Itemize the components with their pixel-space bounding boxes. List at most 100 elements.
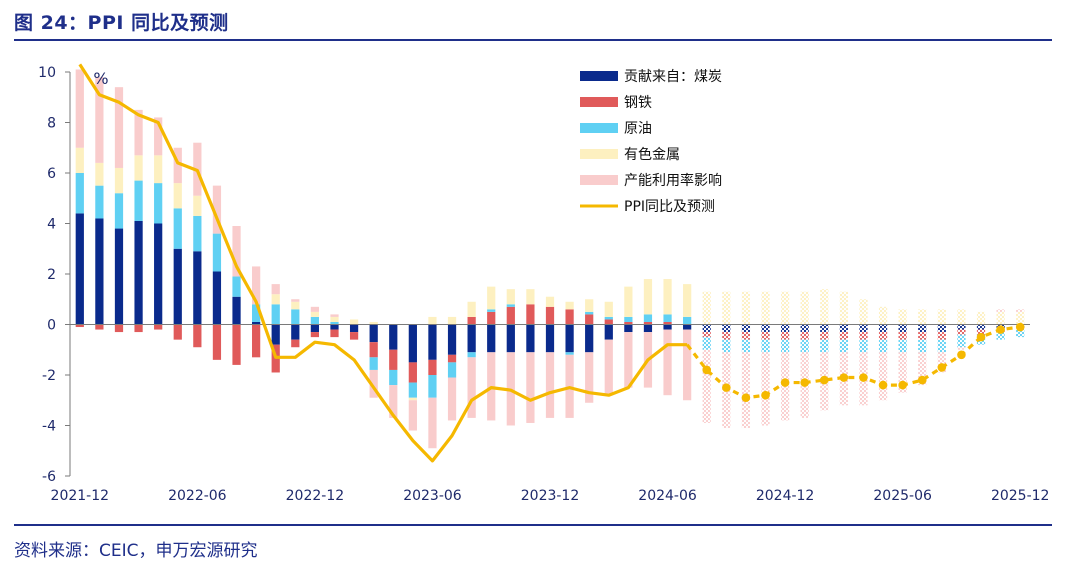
bar-segment — [330, 321, 339, 325]
bar-segment — [389, 324, 398, 350]
chart-title: 图 24：PPI 同比及预测 — [14, 12, 229, 34]
source-note: 资料来源：CEIC，申万宏源研究 — [14, 541, 258, 561]
ppi-forecast-line — [685, 325, 1021, 400]
bar-segment — [173, 248, 182, 325]
bar-segment — [761, 352, 770, 426]
bar-segment — [937, 309, 946, 325]
bar-segment — [976, 324, 986, 330]
bar-segment — [310, 316, 320, 325]
bar-segment — [565, 301, 574, 310]
bar-segment — [722, 339, 731, 353]
bar-segment — [291, 339, 300, 348]
bar-segment — [878, 332, 888, 340]
bar-segment — [232, 296, 241, 325]
y-tick-label: 6 — [47, 166, 56, 182]
bar-segment — [428, 359, 437, 375]
bar-segment — [389, 369, 398, 386]
ppi-forecast-point — [917, 375, 927, 385]
ppi-forecast-point — [839, 373, 849, 382]
ppi-forecast-point — [898, 380, 907, 390]
bar-segment — [193, 251, 202, 325]
bar-segment — [310, 306, 320, 312]
legend-label: 原油 — [624, 121, 652, 137]
bar-segment — [1016, 329, 1025, 338]
bar-segment — [545, 306, 555, 325]
bar-segment — [75, 173, 84, 214]
y-tick-label: 0 — [47, 318, 56, 334]
bar-segment — [252, 304, 261, 322]
bar-segment — [957, 329, 966, 335]
bar-segment — [565, 352, 574, 355]
bar-segment — [663, 329, 672, 396]
bar-segment — [604, 339, 613, 396]
bar-segment — [859, 299, 868, 325]
bar-segment — [683, 324, 692, 330]
bar-segment — [683, 316, 692, 325]
bar-segment — [487, 286, 496, 310]
bar-segment — [212, 233, 222, 272]
bar-segment — [839, 339, 848, 353]
bar-segment — [722, 291, 731, 325]
bar-segment — [114, 228, 124, 325]
bar-segment — [232, 226, 241, 277]
bar-segment — [95, 77, 104, 163]
bar-segment — [898, 332, 907, 340]
bar-segment — [369, 342, 378, 358]
bar-segment — [75, 213, 84, 325]
bar-segment — [447, 324, 457, 355]
bar-segment — [878, 352, 888, 401]
bar-segment — [114, 167, 124, 194]
x-tick-label: 2022-06 — [168, 488, 227, 504]
bar-segment — [95, 324, 104, 330]
bar-segment — [447, 377, 457, 421]
bar-segment — [154, 183, 163, 224]
bar-segment — [193, 324, 202, 348]
bar-segment — [428, 316, 437, 325]
y-tick-label: -2 — [42, 368, 56, 384]
bar-segment — [957, 334, 966, 348]
bar-segment — [506, 306, 515, 325]
bar-segment — [800, 324, 809, 333]
bar-segment — [839, 332, 848, 340]
bar-segment — [957, 309, 966, 325]
bar-segment — [722, 324, 731, 333]
x-tick-label: 2022-12 — [286, 488, 345, 504]
bar-segment — [193, 195, 202, 216]
bar-segment — [349, 324, 359, 333]
bar-segment — [878, 306, 888, 325]
bar-segment — [800, 332, 809, 340]
bar-segment — [878, 324, 888, 333]
bar-segment — [154, 155, 163, 184]
bar-segment — [408, 397, 417, 401]
bar-segment — [624, 321, 633, 325]
bar-segment — [878, 339, 888, 353]
bar-segment — [506, 289, 515, 305]
bar-segment — [663, 324, 672, 330]
bar-segment — [173, 324, 182, 340]
bar-segment — [154, 223, 163, 325]
bar-segment — [389, 385, 398, 418]
bar-segment — [839, 324, 848, 333]
legend-swatch — [580, 71, 618, 81]
ppi-forecast-point — [1015, 322, 1025, 332]
bar-segment — [585, 324, 594, 353]
bar-segment — [526, 324, 535, 353]
bar-segment — [545, 324, 555, 353]
bar-segment — [545, 296, 555, 307]
bar-segment — [683, 284, 692, 317]
bar-segment — [937, 324, 946, 333]
bar-segment — [624, 286, 633, 317]
bar-segment — [780, 339, 790, 353]
chart-area: 10 8 6 4 2 0 -2 -4 -6 2021-12 2022-06 2022-12 2023-0… — [38, 63, 1049, 504]
bar-segment — [271, 304, 280, 325]
bar-segment — [212, 271, 222, 325]
legend-label: PPI同比及预测 — [624, 199, 715, 215]
x-tick-label: 2021-12 — [51, 488, 110, 504]
bar-segment — [389, 349, 398, 370]
bar-segment — [761, 339, 770, 353]
bar-segment — [193, 215, 202, 252]
bar-segment — [114, 193, 124, 229]
bar-segment — [1016, 309, 1025, 312]
bar-segment — [114, 324, 124, 333]
bar-segment — [565, 324, 574, 353]
